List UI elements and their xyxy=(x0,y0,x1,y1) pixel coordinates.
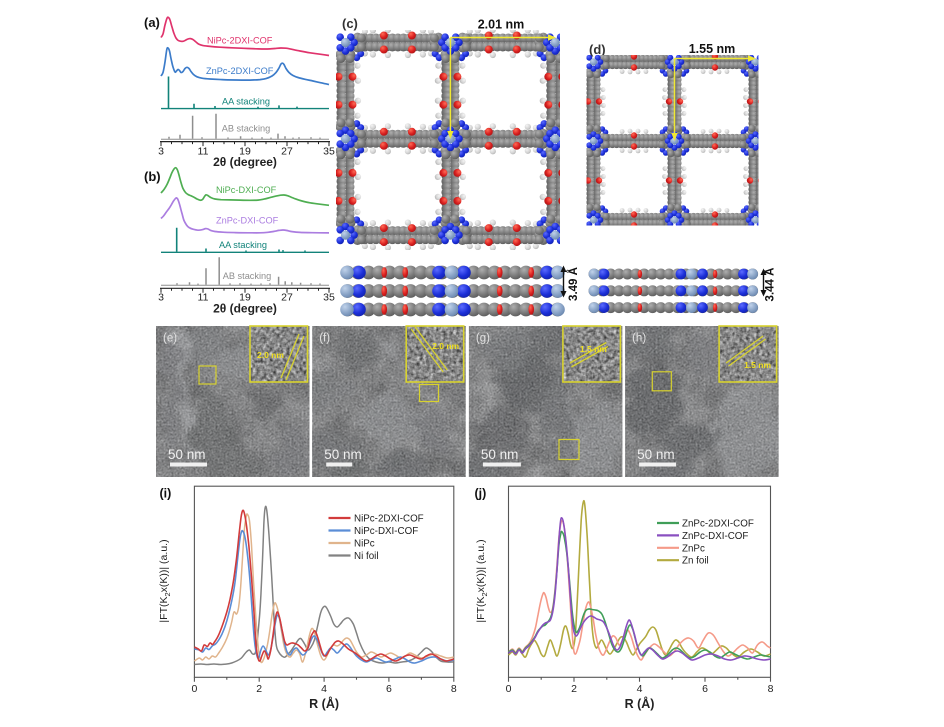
svg-text:Zn foil: Zn foil xyxy=(682,556,709,567)
svg-text:NiPc-2DXI-COF: NiPc-2DXI-COF xyxy=(354,514,424,525)
svg-text:NiPc-2DXI-COF: NiPc-2DXI-COF xyxy=(207,36,273,46)
svg-text:R (Å): R (Å) xyxy=(309,696,339,711)
svg-text:27: 27 xyxy=(281,292,293,304)
svg-text:1.55 nm: 1.55 nm xyxy=(689,42,736,56)
svg-text:27: 27 xyxy=(281,146,293,158)
svg-text:2: 2 xyxy=(256,683,262,695)
svg-text:(j): (j) xyxy=(475,487,487,501)
svg-text:(i): (i) xyxy=(160,487,172,501)
svg-text:0: 0 xyxy=(506,683,512,695)
svg-text:19: 19 xyxy=(239,146,251,158)
svg-text:50 nm: 50 nm xyxy=(637,447,675,462)
svg-text:AB stacking: AB stacking xyxy=(222,124,271,134)
svg-text:11: 11 xyxy=(198,146,209,158)
svg-text:AA stacking: AA stacking xyxy=(222,97,270,107)
svg-text:(d): (d) xyxy=(589,42,606,57)
svg-text:50 nm: 50 nm xyxy=(324,447,362,462)
svg-text:2θ (degree): 2θ (degree) xyxy=(213,302,277,316)
svg-text:8: 8 xyxy=(451,683,457,695)
svg-text:AB stacking: AB stacking xyxy=(223,271,272,281)
svg-text:3.44 Å: 3.44 Å xyxy=(764,268,777,302)
svg-text:3: 3 xyxy=(158,292,164,304)
svg-text:(b): (b) xyxy=(144,169,161,184)
svg-text:NiPc: NiPc xyxy=(354,539,375,550)
svg-text:ZnPc: ZnPc xyxy=(682,543,705,554)
svg-text:1.5 nm: 1.5 nm xyxy=(580,344,607,354)
svg-text:50 nm: 50 nm xyxy=(168,447,206,462)
svg-text:50 nm: 50 nm xyxy=(481,447,519,462)
svg-text:AA stacking: AA stacking xyxy=(219,240,267,250)
svg-text:35: 35 xyxy=(323,146,335,158)
svg-text:2.0 nm: 2.0 nm xyxy=(432,341,459,351)
svg-text:1.5 nm: 1.5 nm xyxy=(744,360,771,370)
svg-text:NiPc-DXI-COF: NiPc-DXI-COF xyxy=(354,526,418,537)
svg-text:19: 19 xyxy=(239,292,251,304)
svg-text:ZnPc-DXI-COF: ZnPc-DXI-COF xyxy=(216,216,279,226)
svg-text:4: 4 xyxy=(637,683,643,695)
svg-text:6: 6 xyxy=(386,683,392,695)
svg-text:(g): (g) xyxy=(476,333,490,345)
svg-text:(h): (h) xyxy=(632,333,646,345)
svg-text:ZnPc-2DXI-COF: ZnPc-2DXI-COF xyxy=(206,66,274,76)
svg-text:3: 3 xyxy=(158,146,164,158)
svg-text:Ni foil: Ni foil xyxy=(354,551,379,562)
svg-text:(e): (e) xyxy=(163,333,177,345)
svg-text:3.49 Å: 3.49 Å xyxy=(567,267,580,301)
svg-text:35: 35 xyxy=(323,292,335,304)
svg-text:(a): (a) xyxy=(144,15,160,30)
svg-text:2.0 nm: 2.0 nm xyxy=(257,350,284,360)
svg-text:8: 8 xyxy=(768,683,774,695)
svg-text:4: 4 xyxy=(321,683,327,695)
svg-text:2: 2 xyxy=(571,683,577,695)
svg-text:6: 6 xyxy=(702,683,708,695)
svg-text:2.01 nm: 2.01 nm xyxy=(478,18,525,32)
svg-text:11: 11 xyxy=(198,292,209,304)
svg-text:(f): (f) xyxy=(319,333,330,345)
svg-text:|FT(K2x(K))| (a.u.): |FT(K2x(K))| (a.u.) xyxy=(475,539,489,622)
svg-text:0: 0 xyxy=(191,683,197,695)
svg-text:NiPc-DXI-COF: NiPc-DXI-COF xyxy=(216,185,277,195)
svg-text:|FT(K2x(K))| (a.u.): |FT(K2x(K))| (a.u.) xyxy=(158,539,172,622)
svg-text:ZnPc-2DXI-COF: ZnPc-2DXI-COF xyxy=(682,519,754,530)
svg-text:(c): (c) xyxy=(342,16,358,31)
svg-text:R (Å): R (Å) xyxy=(625,696,655,711)
svg-text:ZnPc-DXI-COF: ZnPc-DXI-COF xyxy=(682,531,748,542)
svg-text:2θ (degree): 2θ (degree) xyxy=(213,155,277,169)
